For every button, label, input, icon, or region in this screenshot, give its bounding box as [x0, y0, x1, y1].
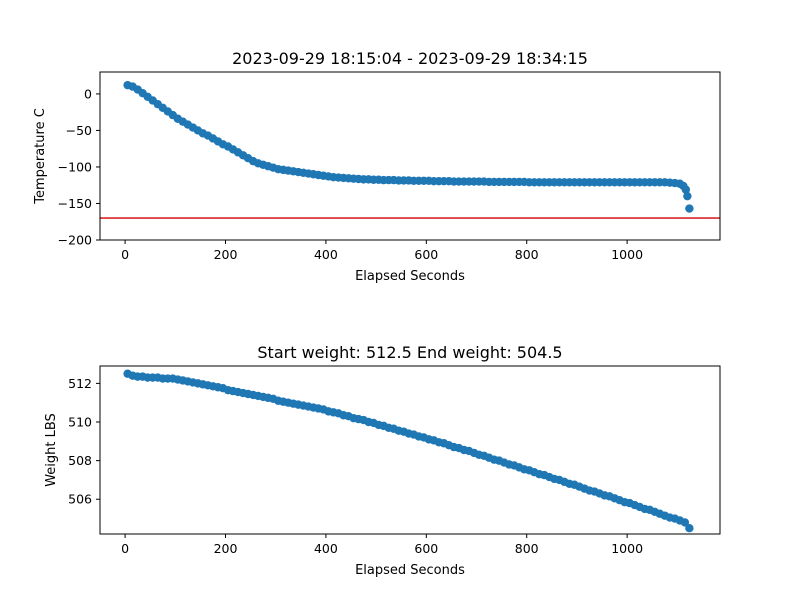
weight-y-tick-label: 508 — [68, 453, 92, 468]
temperature-y-tick-label: −50 — [66, 123, 92, 138]
temperature-y-ticks: 0 −50 −100 −150 −200 — [58, 86, 100, 248]
temperature-x-tick-label: 600 — [414, 247, 438, 262]
weight-marks — [123, 369, 694, 533]
temperature-data-point — [685, 204, 694, 213]
temperature-y-tick-label: −150 — [58, 196, 92, 211]
temperature-y-tick-label: −100 — [58, 159, 92, 174]
weight-x-tick-label: 600 — [414, 541, 438, 556]
weight-y-tick-label: 510 — [68, 415, 92, 430]
weight-chart: Start weight: 512.5 End weight: 504.5 0 2… — [44, 343, 721, 578]
temperature-y-tick-label: −200 — [58, 233, 92, 248]
temperature-x-tick-label: 1000 — [611, 247, 643, 262]
temperature-data-point — [683, 191, 692, 201]
weight-y-tick-label: 512 — [68, 376, 92, 391]
weight-data-point — [680, 518, 690, 527]
temperature-chart: 2023-09-29 18:15:04 - 2023-09-29 18:34:1… — [33, 49, 721, 284]
temperature-y-tick-label: 0 — [84, 86, 92, 101]
temperature-x-ticks: 0 200 400 600 800 1000 — [121, 240, 643, 262]
temperature-x-axis-label: Elapsed Seconds — [355, 269, 465, 284]
weight-x-tick-label: 400 — [314, 541, 338, 556]
weight-y-tick-label: 506 — [68, 492, 92, 507]
temperature-y-axis-label: Temperature C — [33, 108, 48, 205]
temperature-chart-title: 2023-09-29 18:15:04 - 2023-09-29 18:34:1… — [232, 49, 588, 68]
weight-x-tick-label: 200 — [214, 541, 238, 556]
weight-y-axis-label: Weight LBS — [44, 413, 59, 487]
temperature-x-tick-label: 200 — [214, 247, 238, 262]
temperature-marks — [100, 80, 720, 219]
weight-y-ticks: 506 508 510 512 — [68, 376, 100, 507]
temperature-axes-frame — [99, 71, 721, 241]
weight-x-tick-label: 800 — [515, 541, 539, 556]
temperature-x-tick-label: 400 — [314, 247, 338, 262]
weight-chart-title: Start weight: 512.5 End weight: 504.5 — [257, 343, 562, 362]
weight-axes-frame — [99, 365, 721, 535]
weight-x-tick-label: 0 — [121, 541, 129, 556]
temperature-x-tick-label: 0 — [121, 247, 129, 262]
weight-x-tick-label: 1000 — [611, 541, 643, 556]
temperature-x-tick-label: 800 — [515, 247, 539, 262]
weight-x-axis-label: Elapsed Seconds — [355, 563, 465, 578]
weight-data-point — [685, 524, 694, 533]
temperature-data-point — [681, 185, 691, 194]
weight-x-ticks: 0 200 400 600 800 1000 — [121, 534, 643, 556]
